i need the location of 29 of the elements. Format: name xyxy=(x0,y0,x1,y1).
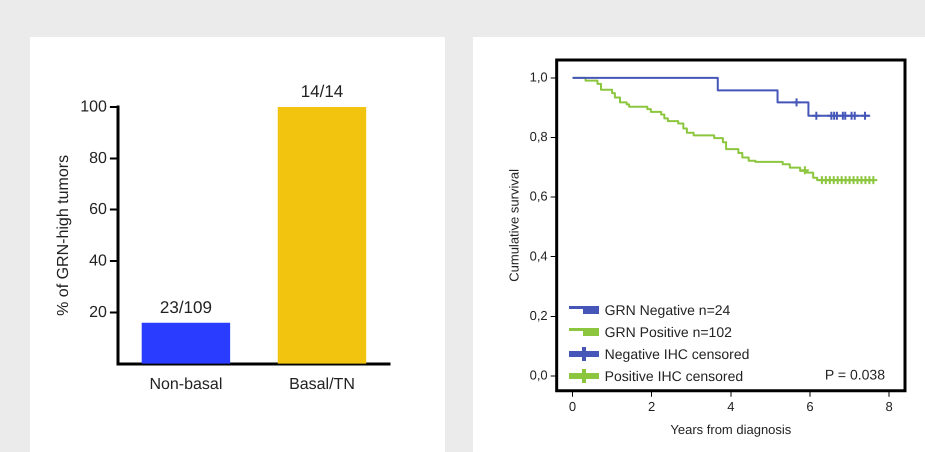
x-tick-label: 6 xyxy=(806,399,814,414)
legend-label: GRN Negative n=24 xyxy=(604,302,730,318)
annotation: P = 0.038 xyxy=(824,366,886,383)
x-tick-label: 0 xyxy=(568,399,576,414)
x-tick-label: 8 xyxy=(886,399,893,414)
y-axis-title: % of GRN-high tumors xyxy=(55,154,72,316)
y-tick-label: 60 xyxy=(89,201,107,218)
y-tick-label: 1,0 xyxy=(530,69,548,84)
y-axis-title: Cumulative survival xyxy=(506,168,522,282)
legend-label: Positive IHC censored xyxy=(604,368,744,384)
x-tick-label: 4 xyxy=(727,399,734,414)
y-tick-label: 40 xyxy=(89,252,107,270)
data-label: 14/14 xyxy=(300,82,344,102)
x-tick-label: Basal/TN xyxy=(289,376,355,393)
x-axis-title: Years from diagnosis xyxy=(670,422,792,437)
y-tick-label: 0,4 xyxy=(530,248,548,264)
data-label: 23/109 xyxy=(160,298,212,317)
y-tick-label: 0,6 xyxy=(530,188,548,204)
y-tick-label: 80 xyxy=(89,150,107,167)
legend-label: Negative IHC censored xyxy=(604,346,750,362)
legend-label: GRN Positive n=102 xyxy=(604,324,732,340)
y-tick-label: 0,8 xyxy=(530,129,548,144)
point xyxy=(800,165,810,176)
y-tick-label: 20 xyxy=(89,304,107,321)
x-tick-label: Non-basal xyxy=(149,376,222,393)
y-tick-label: 100 xyxy=(80,98,107,116)
y-tick-label: 0,0 xyxy=(530,367,548,382)
x-tick-label: 2 xyxy=(648,399,656,414)
y-tick-label: 0,2 xyxy=(530,308,548,323)
